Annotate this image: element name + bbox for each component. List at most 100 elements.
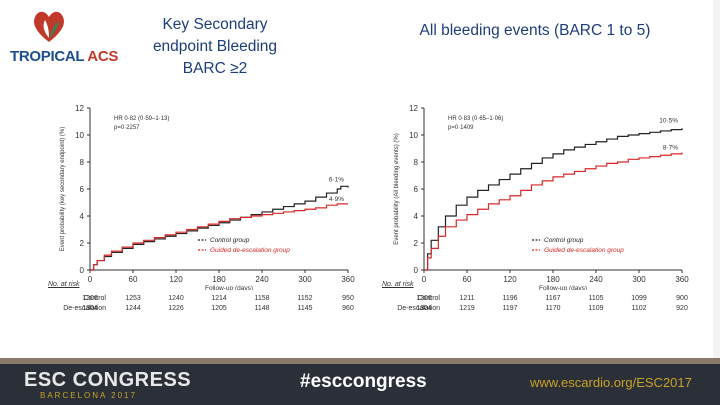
series-line bbox=[424, 152, 683, 271]
y-tick-label: 12 bbox=[409, 104, 418, 113]
y-tick-label: 8 bbox=[414, 158, 419, 167]
legend-entry: Control group bbox=[210, 237, 250, 244]
y-tick-label: 0 bbox=[80, 266, 85, 275]
y-tick-label: 6 bbox=[414, 185, 419, 194]
left-chart-heading: Key Secondary endpoint Bleeding BARC ≥2 bbox=[130, 14, 300, 80]
y-tick-label: 4 bbox=[80, 212, 85, 221]
series-end-label: 10·5% bbox=[659, 117, 678, 124]
at-risk-value: 1214 bbox=[211, 295, 227, 302]
at-risk-value: 1197 bbox=[502, 305, 518, 312]
y-tick-label: 2 bbox=[414, 239, 419, 248]
x-tick-label: 180 bbox=[212, 275, 226, 284]
x-tick-label: 240 bbox=[255, 275, 269, 284]
logo-word-acs: ACS bbox=[84, 48, 119, 65]
footer-location: BARCELONA 2017 bbox=[40, 391, 137, 400]
at-risk-value: 1105 bbox=[588, 295, 604, 302]
y-tick-label: 8 bbox=[80, 158, 85, 167]
x-axis-label: Follow-up (days) bbox=[205, 285, 253, 290]
hazard-ratio-annotation: p=0·2257 bbox=[114, 125, 140, 131]
y-tick-label: 10 bbox=[409, 131, 418, 140]
at-risk-value: 1196 bbox=[502, 295, 518, 302]
x-tick-label: 120 bbox=[169, 275, 183, 284]
hazard-ratio-annotation: HR 0·82 (0·59–1·13) bbox=[114, 116, 169, 122]
series-line bbox=[90, 185, 349, 271]
logo-word-tropical: TROPICAL bbox=[10, 48, 84, 65]
left-heading-line: Key Secondary bbox=[162, 16, 268, 33]
series-end-label: 6·1% bbox=[329, 177, 344, 184]
x-tick-label: 360 bbox=[675, 275, 689, 284]
y-tick-label: 2 bbox=[80, 239, 85, 248]
left-km-chart: 0 2 4 6 8 10 12 0 60 120 180 240 300 360 Follow-up (da… bbox=[48, 100, 358, 295]
at-risk-row-label: De-escalation bbox=[63, 305, 106, 312]
at-risk-value: 960 bbox=[342, 305, 354, 312]
at-risk-value: 1253 bbox=[125, 295, 141, 302]
x-tick-label: 0 bbox=[422, 275, 427, 284]
y-tick-label: 4 bbox=[414, 212, 419, 221]
at-risk-row-label: De-escalation bbox=[397, 305, 440, 312]
tropical-acs-logo: TROPICAL ACS bbox=[10, 8, 120, 68]
x-tick-label: 180 bbox=[546, 275, 560, 284]
at-risk-row-label: Control bbox=[417, 295, 440, 302]
y-tick-label: 10 bbox=[75, 131, 84, 140]
footer-hashtag: #esccongress bbox=[300, 371, 427, 392]
x-tick-label: 60 bbox=[463, 275, 472, 284]
left-heading-line: endpoint Bleeding bbox=[152, 38, 278, 55]
at-risk-value: 1109 bbox=[588, 305, 604, 312]
at-risk-value: 1148 bbox=[254, 305, 270, 312]
congress-footer-banner: ESC CONGRESS BARCELONA 2017 #esccongress… bbox=[0, 358, 720, 405]
x-tick-label: 300 bbox=[632, 275, 646, 284]
at-risk-value: 1306 bbox=[416, 295, 432, 302]
right-chart-heading: All bleeding events (BARC 1 to 5) bbox=[419, 22, 651, 39]
x-tick-label: 300 bbox=[298, 275, 312, 284]
series-line bbox=[424, 128, 683, 271]
x-axis-label: Follow-up (days) bbox=[539, 285, 587, 290]
legend-entry: Guided de-escalation group bbox=[210, 247, 290, 254]
at-risk-value: 1240 bbox=[168, 295, 184, 302]
x-tick-label: 240 bbox=[589, 275, 603, 284]
legend-entry: Guided de-escalation group bbox=[544, 247, 624, 254]
footer-stripe bbox=[0, 358, 720, 364]
y-axis-label: Event probability (All bleeding events) … bbox=[394, 133, 400, 244]
series-end-label: 8·7% bbox=[663, 145, 678, 152]
y-tick-label: 6 bbox=[80, 185, 85, 194]
y-tick-label: 12 bbox=[75, 104, 84, 113]
at-risk-value: 1226 bbox=[168, 305, 184, 312]
x-tick-label: 60 bbox=[129, 275, 138, 284]
right-km-chart: 0 2 4 6 8 10 12 0 60 120 180 240 300 360 Follow-up (da… bbox=[382, 100, 692, 295]
footer-brand: ESC CONGRESS bbox=[24, 369, 192, 391]
hazard-ratio-annotation: HR 0·83 (0·65–1·06) bbox=[448, 116, 503, 122]
at-risk-header: No. at risk bbox=[48, 281, 80, 288]
x-tick-label: 0 bbox=[88, 275, 93, 284]
x-tick-label: 120 bbox=[503, 275, 517, 284]
at-risk-value: 1145 bbox=[297, 305, 313, 312]
at-risk-value: 1211 bbox=[459, 295, 475, 302]
x-tick-label: 360 bbox=[341, 275, 355, 284]
left-at-risk-table: No. at risk Control 1306 1253 1240 1214 1158 11… bbox=[48, 281, 358, 321]
at-risk-header: No. at risk bbox=[382, 281, 414, 288]
at-risk-value: 1102 bbox=[631, 305, 647, 312]
y-axis-label: Event probability (key secondary endpoin… bbox=[60, 127, 66, 251]
at-risk-value: 1170 bbox=[545, 305, 561, 312]
series-end-label: 4·9% bbox=[329, 196, 344, 203]
at-risk-value: 1167 bbox=[545, 295, 561, 302]
y-tick-label: 0 bbox=[414, 266, 419, 275]
at-risk-value: 1304 bbox=[82, 305, 98, 312]
at-risk-value: 950 bbox=[342, 295, 354, 302]
logo-wordmark: TROPICAL ACS bbox=[10, 48, 118, 65]
at-risk-value: 1306 bbox=[82, 295, 98, 302]
slide-edge bbox=[713, 0, 720, 358]
right-at-risk-table: No. at risk Control 1306 1211 1196 1167 1105 10… bbox=[382, 281, 692, 321]
at-risk-value: 1244 bbox=[125, 305, 141, 312]
at-risk-value: 1099 bbox=[631, 295, 647, 302]
at-risk-row-label: Control bbox=[83, 295, 106, 302]
at-risk-value: 1219 bbox=[459, 305, 475, 312]
heart-logo-icon bbox=[34, 11, 64, 42]
hazard-ratio-annotation: p=0·1409 bbox=[448, 125, 474, 131]
at-risk-value: 1158 bbox=[254, 295, 270, 302]
at-risk-value: 1152 bbox=[297, 295, 313, 302]
legend-entry: Control group bbox=[544, 237, 584, 244]
at-risk-value: 920 bbox=[676, 305, 688, 312]
at-risk-value: 1205 bbox=[211, 305, 227, 312]
